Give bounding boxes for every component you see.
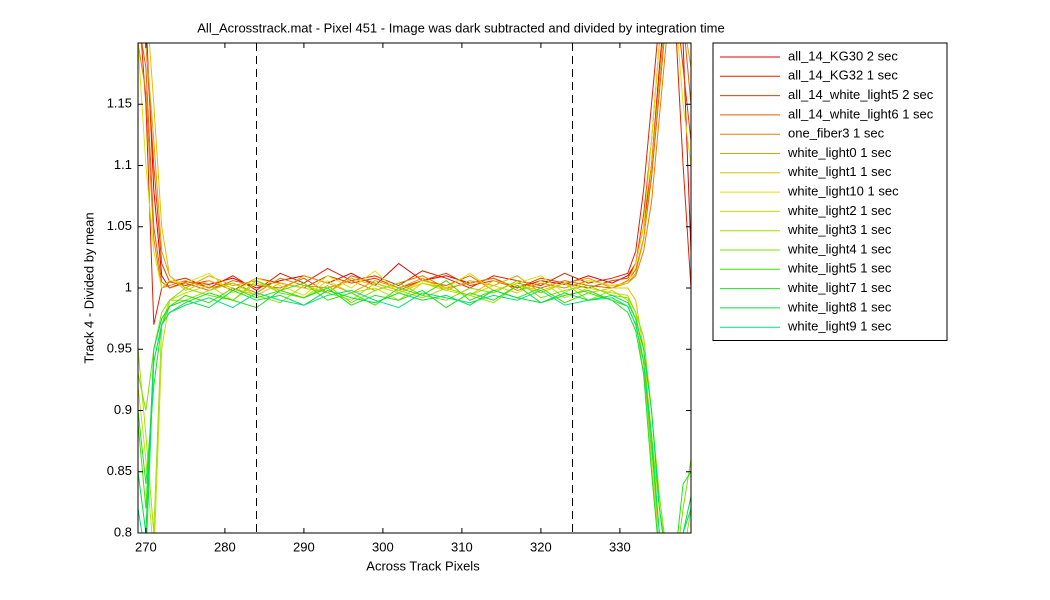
- series-line: [138, 280, 691, 533]
- legend-label: all_14_KG30 2 sec: [788, 48, 898, 63]
- y-axis-label: Track 4 - Divided by mean: [81, 212, 96, 363]
- legend-label: white_light1 1 sec: [787, 164, 892, 179]
- legend-label: all_14_KG32 1 sec: [788, 68, 898, 83]
- x-tick-label: 320: [530, 539, 552, 554]
- y-tick-label: 1.1: [114, 157, 132, 172]
- y-tick-label: 0.95: [107, 341, 132, 356]
- y-tick-label: 1.15: [107, 96, 132, 111]
- y-tick-label: 0.8: [114, 524, 132, 539]
- series-line: [138, 284, 691, 533]
- legend-label: white_light4 1 sec: [787, 241, 892, 256]
- x-tick-label: 290: [293, 539, 315, 554]
- series-layer: [138, 43, 691, 533]
- y-tick-label: 1: [125, 279, 132, 294]
- legend-label: all_14_white_light5 2 sec: [788, 87, 934, 102]
- y-tick-label: 1.05: [107, 218, 132, 233]
- legend-label: white_light8 1 sec: [787, 299, 892, 314]
- legend-label: white_light2 1 sec: [787, 203, 892, 218]
- chart-title: All_Acrosstrack.mat - Pixel 451 - Image …: [197, 20, 724, 35]
- legend-label: one_fiber3 1 sec: [788, 126, 885, 141]
- legend-label: white_light5 1 sec: [787, 261, 892, 276]
- legend-label: white_light10 1 sec: [787, 184, 899, 199]
- x-tick-label: 270: [135, 539, 157, 554]
- x-tick-label: 280: [214, 539, 236, 554]
- series-line: [141, 43, 691, 294]
- plot-area: [138, 43, 691, 533]
- x-axis-label: Across Track Pixels: [366, 558, 480, 573]
- legend-label: white_light9 1 sec: [787, 319, 892, 334]
- x-tick-label: 330: [609, 539, 631, 554]
- legend-label: white_light7 1 sec: [787, 280, 892, 295]
- series-line: [138, 280, 691, 533]
- series-line: [138, 289, 691, 533]
- x-tick-label: 300: [372, 539, 394, 554]
- legend-label: white_light3 1 sec: [787, 222, 892, 237]
- legend-label: white_light0 1 sec: [787, 145, 892, 160]
- y-tick-label: 0.85: [107, 463, 132, 478]
- legend-label: all_14_white_light6 1 sec: [788, 106, 934, 121]
- series-line: [141, 43, 691, 325]
- y-tick-label: 0.9: [114, 402, 132, 417]
- x-tick-label: 310: [451, 539, 473, 554]
